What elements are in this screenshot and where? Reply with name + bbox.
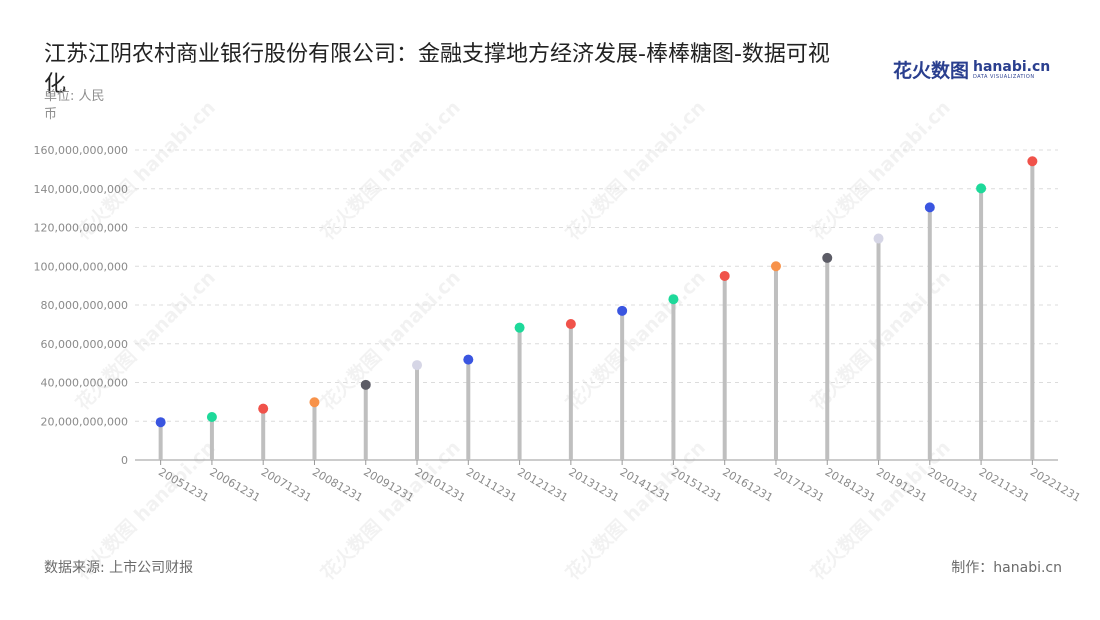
y-tick-label: 40,000,000,000 <box>41 377 128 390</box>
watermark: 花火数图 hanabi.cn <box>316 266 465 415</box>
brand-logo: 花火数图 hanabi.cn DATA VISUALIZATION <box>893 60 1050 81</box>
watermark: 花火数图 hanabi.cn <box>561 96 710 245</box>
y-tick-label: 80,000,000,000 <box>41 299 128 312</box>
lollipop-dot <box>155 417 166 428</box>
x-tick-label: 20121231 <box>515 465 570 504</box>
lollipop-dot <box>617 305 628 316</box>
lollipop-dot <box>924 202 935 213</box>
watermark: 花火数图 hanabi.cn <box>561 266 710 415</box>
logo-name-en: hanabi.cn <box>973 59 1051 75</box>
lollipop-dot <box>412 360 423 371</box>
y-axis-unit-label: 单位: 人民币 <box>44 89 105 122</box>
lollipop-dot <box>1027 156 1038 167</box>
x-tick-label: 20131231 <box>566 465 621 504</box>
x-tick-label: 20111231 <box>464 465 519 504</box>
lollipop-dot <box>206 411 217 422</box>
lollipop-dot <box>514 322 525 333</box>
y-tick-label: 140,000,000,000 <box>34 183 128 196</box>
x-tick-label: 20061231 <box>207 465 262 504</box>
x-tick-label: 20181231 <box>823 465 878 504</box>
watermark: 花火数图 hanabi.cn <box>316 96 465 245</box>
lollipop-dot <box>258 403 269 414</box>
lollipop-dot <box>770 261 781 272</box>
logo-tagline: DATA VISUALIZATION <box>973 74 1035 80</box>
lollipop-dot <box>360 379 371 390</box>
lollipop-dot <box>873 233 884 244</box>
logo-name-cn: 花火数图 <box>893 60 970 82</box>
x-tick-label: 20221231 <box>1028 465 1083 504</box>
y-tick-label: 100,000,000,000 <box>34 260 128 273</box>
watermark: 花火数图 hanabi.cn <box>806 96 955 245</box>
x-tick-label: 20171231 <box>771 465 826 504</box>
lollipop-dot <box>309 397 320 408</box>
x-tick-label: 20151231 <box>669 465 724 504</box>
lollipop-dot <box>565 318 576 329</box>
credit-text: 制作：hanabi.cn <box>951 560 1062 576</box>
chart-title: 江苏江阴农村商业银行股份有限公司：金融支撑地方经济发展-棒棒糖图-数据可视化 <box>44 42 830 97</box>
lollipop-dot <box>668 294 679 305</box>
x-tick-label: 20211231 <box>977 465 1032 504</box>
y-tick-label: 60,000,000,000 <box>41 338 128 351</box>
watermark: 花火数图 hanabi.cn <box>316 436 465 585</box>
watermark: 花火数图 hanabi.cn <box>561 436 710 585</box>
lollipop-dot <box>463 354 474 365</box>
lollipop-dot <box>719 270 730 281</box>
lollipop-dot <box>822 252 833 263</box>
x-tick-label: 20071231 <box>259 465 314 504</box>
x-tick-label: 20201231 <box>925 465 980 504</box>
x-tick-label: 20081231 <box>310 465 365 504</box>
data-source: 数据来源: 上市公司财报 <box>44 560 194 576</box>
y-tick-label: 20,000,000,000 <box>41 415 128 428</box>
x-tick-label: 20161231 <box>720 465 775 504</box>
y-tick-label: 120,000,000,000 <box>34 222 128 235</box>
lollipop-dot <box>976 183 987 194</box>
y-tick-label: 160,000,000,000 <box>34 144 128 157</box>
y-tick-label: 0 <box>121 454 128 467</box>
